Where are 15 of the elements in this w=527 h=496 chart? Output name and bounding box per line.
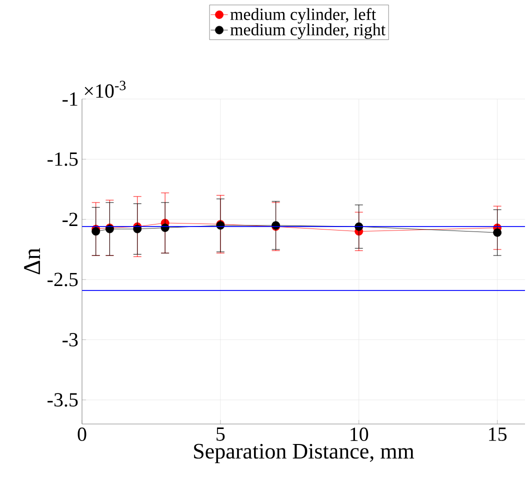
y-tick-label: -1 xyxy=(62,92,78,106)
y-tick-label: -3 xyxy=(62,333,78,346)
x-tick-label: 0 xyxy=(78,428,86,442)
text: ×10$^{-3}$ xyxy=(84,80,126,98)
y-axis-title: Δn xyxy=(24,248,40,274)
x-axis-title: Separation Distance, mm xyxy=(194,444,414,464)
y-tick-label: -2 xyxy=(62,212,78,226)
x-tick-label: 5 xyxy=(216,428,225,441)
x-tick-label: 15 xyxy=(489,428,507,441)
legend-label: medium cylinder, right xyxy=(230,23,386,39)
legend-label: medium cylinder, left xyxy=(230,8,376,24)
y-tick-label: -2.5 xyxy=(48,272,78,286)
y-tick-label: -1.5 xyxy=(48,152,78,166)
y-tick-label: -3.5 xyxy=(48,393,78,407)
x-tick-label: 10 xyxy=(350,428,368,442)
